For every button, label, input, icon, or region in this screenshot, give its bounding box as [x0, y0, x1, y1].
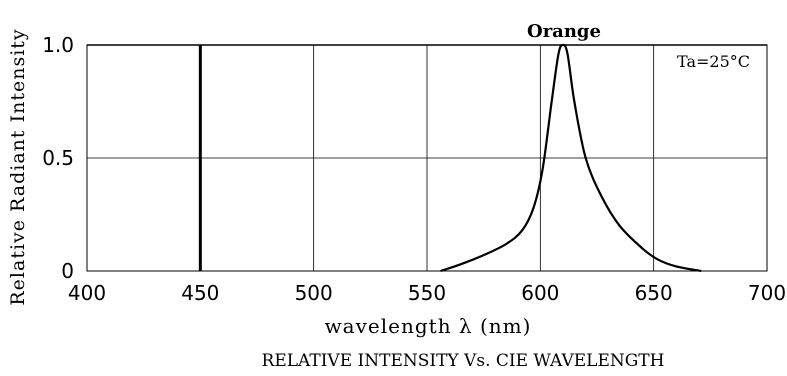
y-tick-label: 0 — [61, 259, 74, 283]
x-tick-label: 600 — [521, 281, 559, 305]
y-tick-label: 1.0 — [42, 33, 74, 57]
spectral-curve — [440, 43, 702, 273]
x-tick-label: 700 — [748, 281, 786, 305]
x-tick-labels: 400 450 500 550 600 650 700 — [68, 281, 786, 305]
plot-area-frame — [86, 44, 768, 272]
y-tick-label: 0.5 — [42, 146, 74, 170]
y-tick-labels: 0 0.5 1.0 — [42, 33, 74, 283]
x-axis-label: wavelength λ (nm) — [325, 314, 532, 338]
y-axis-label: Relative Radiant Intensity — [7, 28, 29, 305]
chart-caption: RELATIVE INTENSITY Vs. CIE WAVELENGTH — [262, 351, 665, 371]
temperature-annotation: Ta=25°C — [677, 52, 750, 71]
x-tick-label: 500 — [295, 281, 333, 305]
x-tick-label: 450 — [181, 281, 219, 305]
chart-title: Orange — [527, 21, 601, 42]
x-tick-label: 400 — [68, 281, 106, 305]
x-tick-label: 650 — [635, 281, 673, 305]
grid-layer — [87, 44, 767, 271]
x-tick-label: 550 — [408, 281, 446, 305]
series-layer — [440, 43, 702, 273]
